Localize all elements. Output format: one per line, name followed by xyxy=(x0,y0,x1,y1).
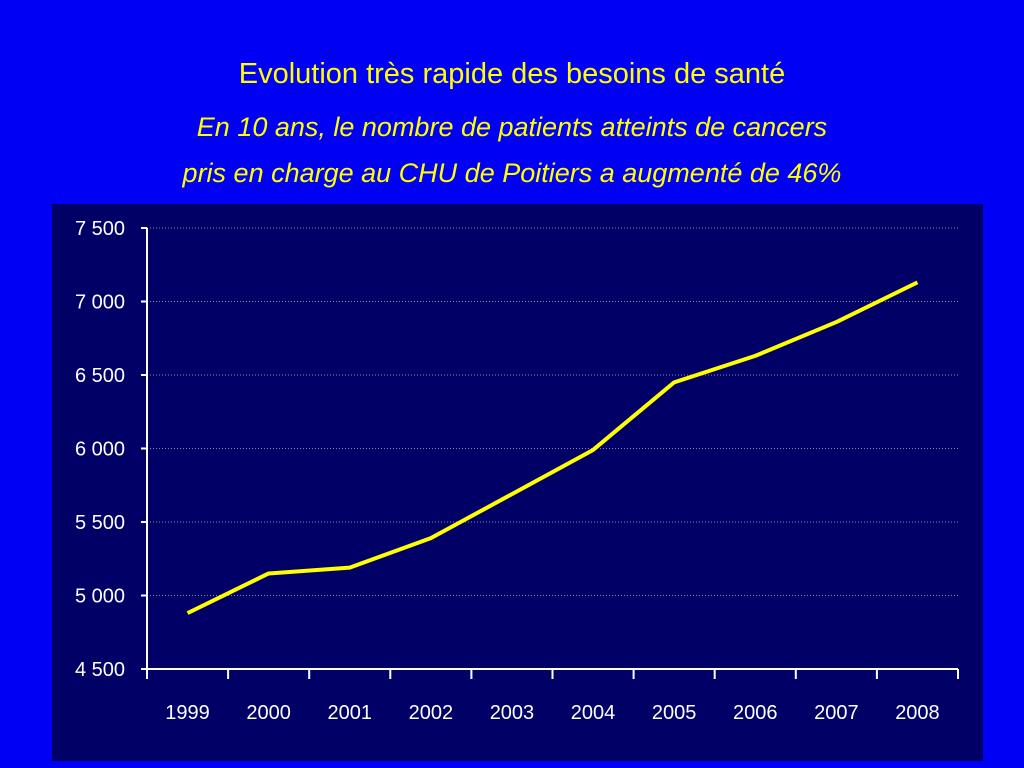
subtitle-line-2: pris en charge au CHU de Poitiers a augm… xyxy=(182,158,842,188)
x-tick-label: 2002 xyxy=(409,702,454,724)
series-layer xyxy=(186,280,919,615)
x-tick-label: 2005 xyxy=(652,702,697,724)
gridlines xyxy=(147,227,958,596)
x-tick-label: 2006 xyxy=(733,702,778,724)
subtitle-line-1: En 10 ans, le nombre de patients atteint… xyxy=(196,112,828,142)
x-tick-label: 2008 xyxy=(895,702,940,724)
x-axis-ticks: 1999 2000 2001 2002 2003 2004 2005 2006 2007 2008 xyxy=(146,669,959,724)
x-tick-label: 2000 xyxy=(246,702,291,724)
x-tick-label: 2003 xyxy=(490,702,535,724)
y-tick-label: 7 500 xyxy=(75,218,125,240)
y-axis-ticks: 4 500 5 000 5 500 6 000 6 500 7 000 7 500 xyxy=(75,218,147,681)
y-tick-label: 6 000 xyxy=(75,439,125,461)
y-tick-label: 5 500 xyxy=(75,512,125,534)
x-tick-label: 2001 xyxy=(328,702,373,724)
x-tick-label: 1999 xyxy=(165,702,210,724)
slide-title: Evolution très rapide des besoins de san… xyxy=(238,58,786,90)
series-line xyxy=(186,280,919,615)
x-tick-label: 2007 xyxy=(814,702,859,724)
x-tick-label: 2004 xyxy=(571,702,616,724)
y-tick-label: 7 000 xyxy=(75,292,125,314)
y-tick-label: 4 500 xyxy=(75,659,125,681)
y-tick-label: 6 500 xyxy=(75,365,125,387)
y-tick-label: 5 000 xyxy=(75,586,125,608)
slide-subtitle: En 10 ans, le nombre de patients atteint… xyxy=(0,104,1024,196)
